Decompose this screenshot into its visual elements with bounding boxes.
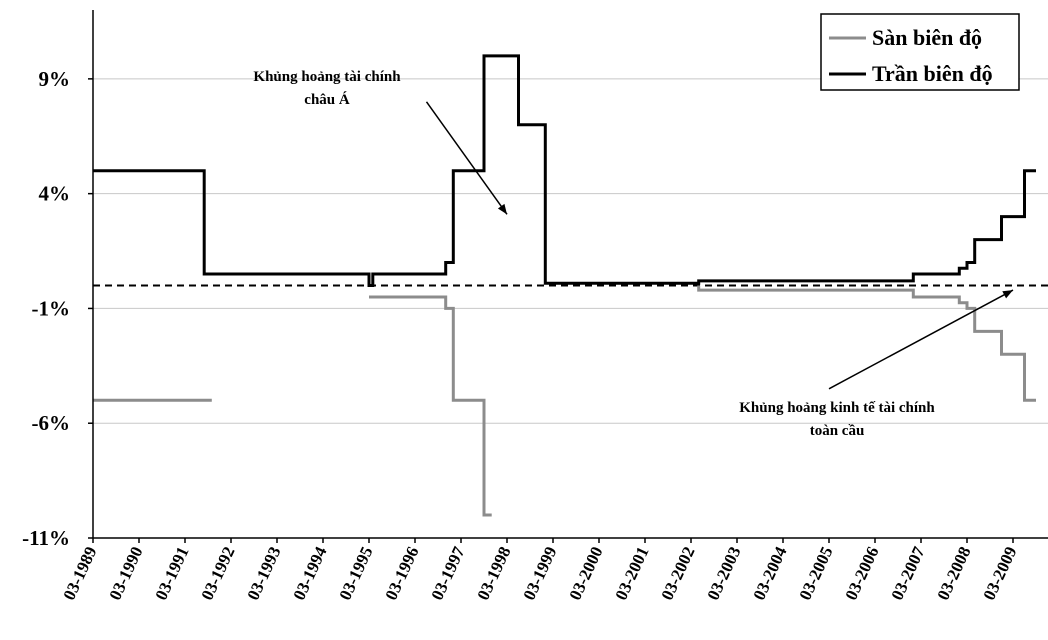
annotation-text: châu Á bbox=[304, 91, 350, 108]
axes bbox=[88, 10, 1048, 543]
annotation-text: Khủng hoảng kinh tế tài chính bbox=[739, 400, 935, 416]
legend-box bbox=[820, 13, 1020, 91]
series-lines bbox=[93, 54, 1036, 517]
y-tick-label: -11% bbox=[22, 526, 70, 550]
annotation-arrowhead bbox=[1002, 290, 1013, 299]
y-tick-labels: 9% 4% -1% -6% -11% bbox=[22, 67, 70, 550]
y-tick-label: 4% bbox=[39, 182, 71, 206]
annotation-arrow bbox=[828, 289, 1014, 390]
annotations: Khủng hoảng tài chính châu Á Khủng hoảng k… bbox=[253, 69, 1014, 439]
annotation-arrowhead bbox=[497, 203, 507, 215]
y-tick-label: 9% bbox=[39, 67, 71, 91]
y-tick-label: -6% bbox=[32, 411, 71, 435]
annotation-arrow bbox=[425, 101, 508, 215]
series-line-san-bien-do bbox=[369, 295, 492, 517]
legend-label: Sàn biên độ bbox=[872, 25, 982, 50]
series-line-tran-bien-do bbox=[93, 54, 1036, 287]
annotation-text: Khủng hoảng tài chính bbox=[253, 69, 401, 85]
legend: Sàn biên độ Trần biên độ bbox=[820, 13, 1020, 91]
annotation-text: toàn cầu bbox=[810, 423, 865, 439]
series-line-san-bien-do bbox=[697, 285, 1036, 402]
legend-label: Trần biên độ bbox=[872, 61, 993, 86]
y-tick-label: -1% bbox=[32, 296, 71, 320]
